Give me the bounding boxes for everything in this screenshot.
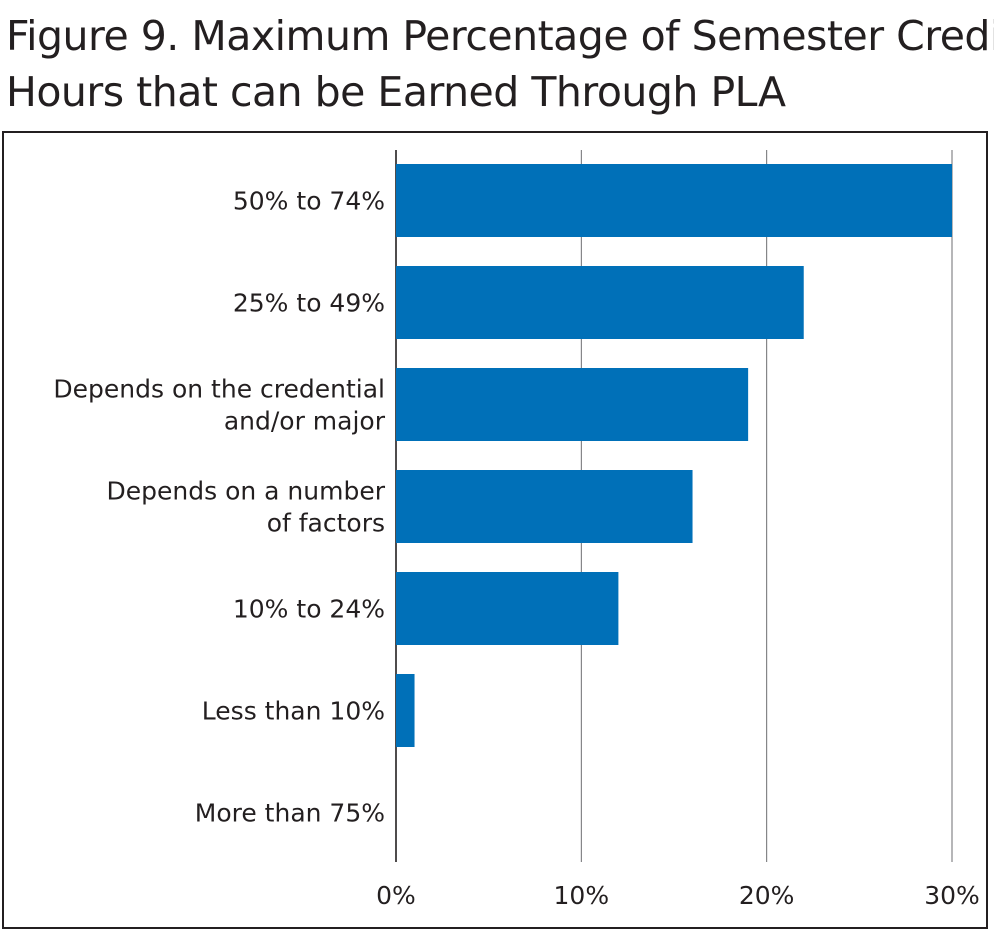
chart-title: Figure 9. Maximum Percentage of Semester… xyxy=(6,8,994,120)
x-tick-label: 30% xyxy=(924,881,980,910)
x-tick-label: 20% xyxy=(739,881,795,910)
chart-frame xyxy=(2,131,988,929)
bar xyxy=(396,266,804,339)
category-label: Depends on a number xyxy=(107,477,386,506)
bar xyxy=(396,674,415,747)
category-label: 50% to 74% xyxy=(233,187,385,216)
x-tick-label: 0% xyxy=(376,881,416,910)
chart-title-line-1: Figure 9. Maximum Percentage of Semester… xyxy=(6,12,994,60)
bar xyxy=(396,572,619,645)
x-tick-label: 10% xyxy=(554,881,610,910)
category-label: 25% to 49% xyxy=(233,289,385,318)
bar xyxy=(396,164,952,237)
bar xyxy=(396,368,749,441)
category-label: Depends on the credential xyxy=(53,375,385,404)
bar xyxy=(396,470,693,543)
category-label: and/or major xyxy=(224,407,386,436)
chart-title-line-2: Hours that can be Earned Through PLA xyxy=(6,68,786,116)
category-label: 10% to 24% xyxy=(233,595,385,624)
category-label: of factors xyxy=(267,509,385,538)
category-label: More than 75% xyxy=(195,799,385,828)
category-label: Less than 10% xyxy=(202,697,385,726)
